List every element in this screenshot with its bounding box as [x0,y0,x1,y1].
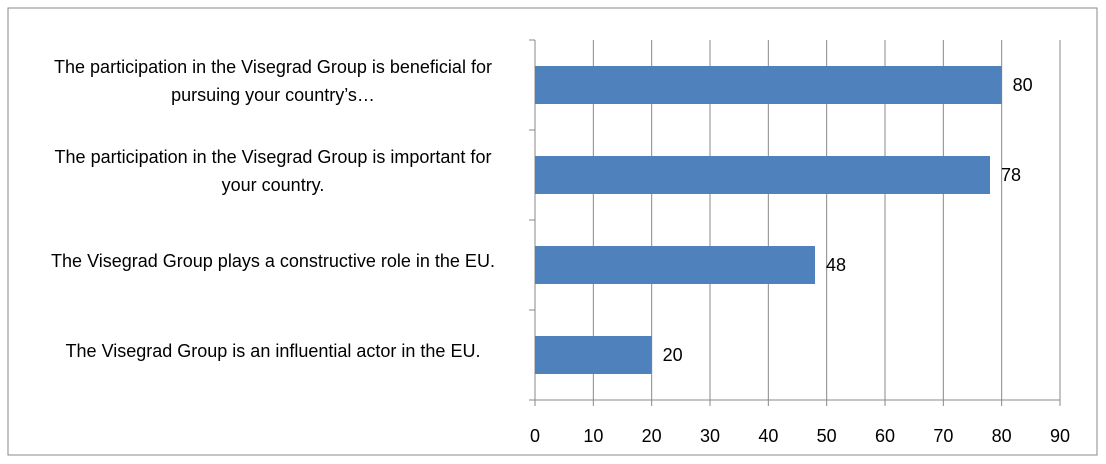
x-tick-label: 50 [817,426,837,446]
x-tick-label: 90 [1050,426,1070,446]
x-tick-label: 40 [758,426,778,446]
bar [535,156,990,194]
x-tick-label: 30 [700,426,720,446]
y-tick-label: The participation in the Visegrad Group … [54,57,492,105]
bar [535,336,652,374]
bar [535,246,815,284]
x-tick-label: 60 [875,426,895,446]
y-tick-label: The participation in the Visegrad Group … [54,147,492,195]
x-tick-label: 0 [530,426,540,446]
y-tick-label: The Visegrad Group is an influential act… [65,341,481,361]
value-label: 48 [826,255,846,275]
y-tick-label: The Visegrad Group plays a constructive … [51,251,495,271]
value-label: 80 [1013,75,1033,95]
value-label: 20 [663,345,683,365]
bar [535,66,1002,104]
value-label: 78 [1001,165,1021,185]
x-tick-label: 70 [933,426,953,446]
x-tick-label: 10 [583,426,603,446]
x-tick-label: 20 [642,426,662,446]
x-tick-label: 80 [992,426,1012,446]
